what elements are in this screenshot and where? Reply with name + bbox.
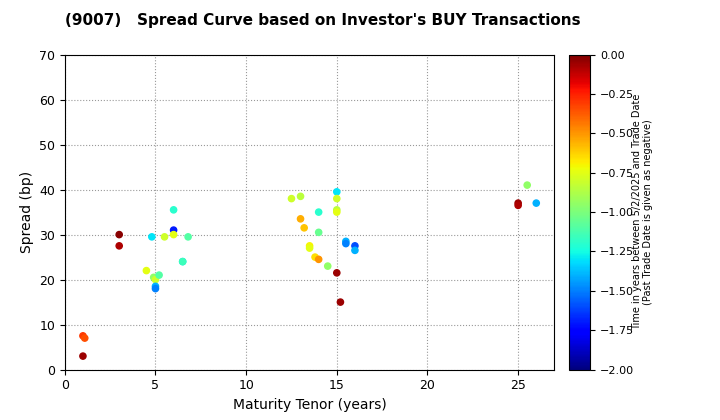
Point — [159, 234, 171, 240]
Y-axis label: Spread (bp): Spread (bp) — [19, 171, 34, 253]
Point — [294, 215, 306, 222]
Point — [79, 335, 91, 341]
Point — [286, 195, 297, 202]
Point — [146, 234, 158, 240]
Point — [331, 209, 343, 215]
Point — [150, 285, 161, 292]
Point — [177, 258, 189, 265]
Point — [294, 193, 306, 199]
Point — [322, 263, 333, 270]
Point — [340, 238, 351, 245]
Point — [298, 224, 310, 231]
Point — [513, 200, 524, 207]
Point — [304, 242, 315, 249]
Point — [335, 299, 346, 305]
Point — [331, 195, 343, 202]
Y-axis label: Time in years between 5/2/2025 and Trade Date
(Past Trade Date is given as negat: Time in years between 5/2/2025 and Trade… — [631, 94, 653, 330]
Point — [150, 283, 161, 290]
Point — [148, 274, 159, 281]
Point — [114, 242, 125, 249]
Point — [531, 200, 542, 207]
Point — [168, 231, 179, 238]
Point — [114, 231, 125, 238]
Point — [182, 234, 194, 240]
Point — [349, 247, 361, 254]
Point — [140, 267, 152, 274]
Point — [77, 333, 89, 339]
Point — [77, 353, 89, 360]
Point — [168, 207, 179, 213]
Text: (9007)   Spread Curve based on Investor's BUY Transactions: (9007) Spread Curve based on Investor's … — [65, 13, 580, 28]
Point — [340, 240, 351, 247]
Point — [168, 227, 179, 234]
Point — [331, 189, 343, 195]
Point — [150, 276, 161, 283]
Point — [331, 270, 343, 276]
Point — [331, 207, 343, 213]
Point — [521, 182, 533, 189]
Point — [313, 209, 325, 215]
Point — [153, 272, 165, 278]
Point — [177, 258, 189, 265]
Point — [513, 202, 524, 209]
Point — [349, 242, 361, 249]
Point — [313, 256, 325, 263]
Point — [313, 229, 325, 236]
Point — [304, 245, 315, 252]
X-axis label: Maturity Tenor (years): Maturity Tenor (years) — [233, 398, 387, 412]
Point — [310, 254, 321, 260]
